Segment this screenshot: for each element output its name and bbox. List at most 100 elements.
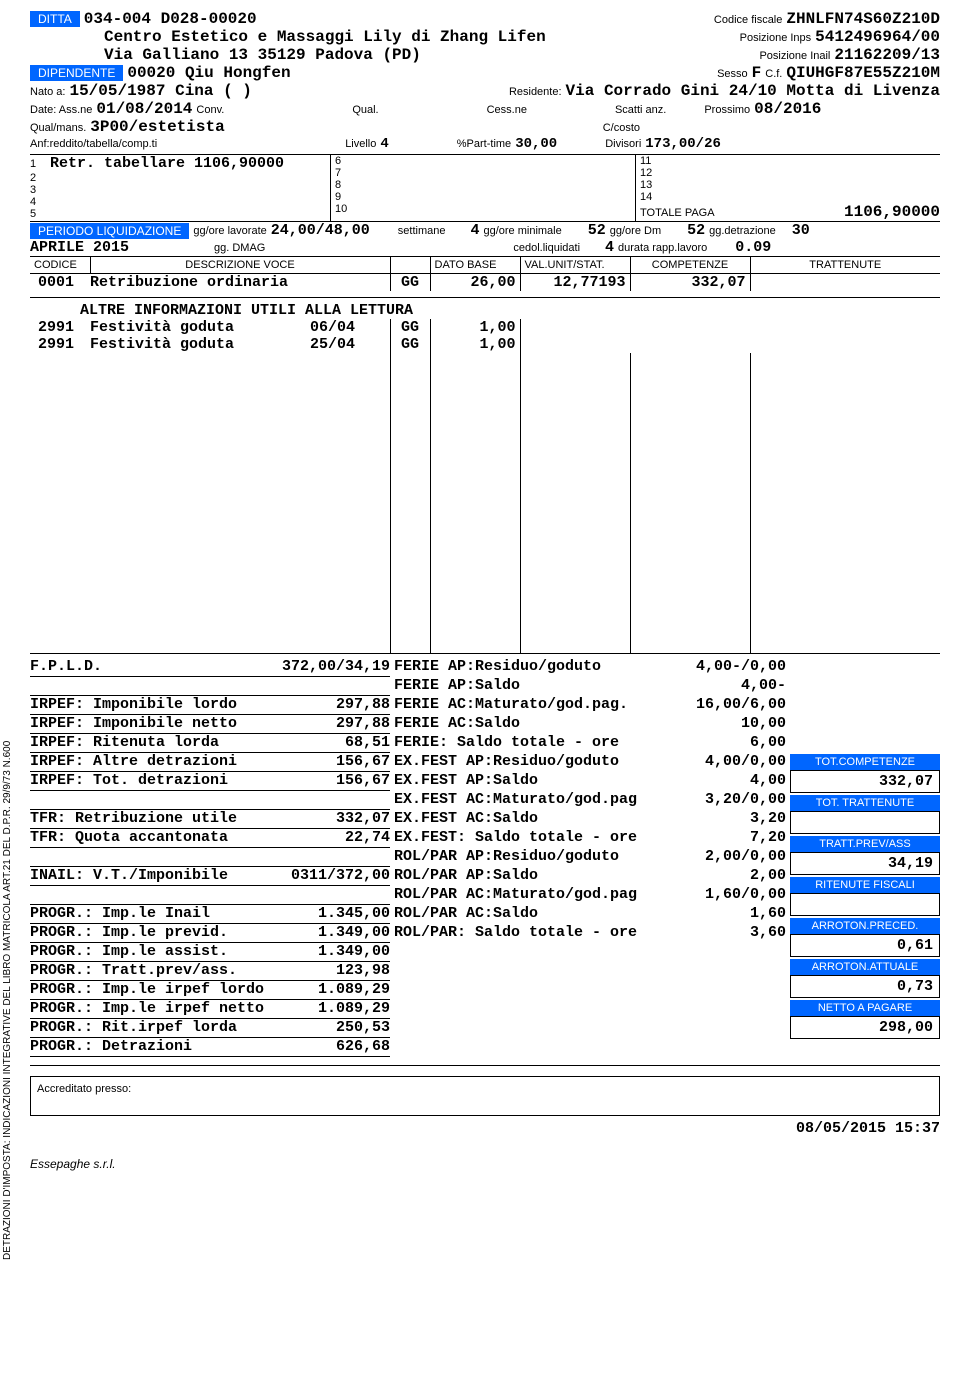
periodo-value: APRILE 2015 bbox=[30, 239, 210, 256]
total-value bbox=[790, 811, 940, 834]
cf-value: ZHNLFN74S60Z210D bbox=[786, 10, 940, 28]
scatti-label: Scatti anz. bbox=[615, 104, 666, 116]
parttime-value: 30,00 bbox=[515, 136, 557, 152]
timestamp: 08/05/2015 15:37 bbox=[30, 1120, 940, 1137]
totale-paga-label: TOTALE PAGA bbox=[640, 207, 715, 219]
mid-row: EX.FEST AC:Saldo3,20 bbox=[390, 810, 790, 829]
vertical-text: DETRAZIONI D'IMPOSTA: INDICAZIONI INTEGR… bbox=[2, 741, 13, 1260]
th-comp: COMPETENZE bbox=[630, 257, 750, 274]
date-ass-label: Date: Ass.ne bbox=[30, 104, 92, 116]
periodo2-row: APRILE 2015 gg. DMAG cedol.liquidati 4 d… bbox=[30, 239, 940, 257]
gg-detr-label: gg.detrazione bbox=[709, 225, 776, 237]
left-row: PROGR.: Imp.le assist.1.349,00 bbox=[30, 943, 390, 962]
left-row bbox=[30, 677, 390, 696]
mid-row: EX.FEST AP:Saldo4,00 bbox=[390, 772, 790, 791]
left-row: IRPEF: Imponibile netto297,88 bbox=[30, 715, 390, 734]
mid-row: FERIE AC:Saldo10,00 bbox=[390, 715, 790, 734]
nato-value: 15/05/1987 Cina ( ) bbox=[69, 82, 251, 100]
th-dato: DATO BASE bbox=[430, 257, 520, 274]
mid-row: ROL/PAR AC:Maturato/god.pag1,60/0,00 bbox=[390, 886, 790, 905]
left-row: PROGR.: Imp.le previd.1.349,00 bbox=[30, 924, 390, 943]
mid-row: ROL/PAR AC:Saldo1,60 bbox=[390, 905, 790, 924]
total-label: NETTO A PAGARE bbox=[790, 1000, 940, 1016]
mid-row: FERIE AC:Maturato/god.pag.16,00/6,00 bbox=[390, 696, 790, 715]
date-ass-value: 01/08/2014 bbox=[96, 100, 192, 118]
left-row: PROGR.: Detrazioni626,68 bbox=[30, 1038, 390, 1057]
cf2-label: C.f. bbox=[765, 68, 782, 80]
durata-value: 0.09 bbox=[711, 239, 771, 256]
periodo-badge: PERIODO LIQUIDAZIONE bbox=[30, 223, 189, 239]
retr-1: Retr. tabellare 1106,90000 bbox=[50, 155, 284, 172]
mid-row: EX.FEST: Saldo totale - ore7,20 bbox=[390, 829, 790, 848]
cess-label: Cess.ne bbox=[487, 104, 527, 116]
periodo-row: PERIODO LIQUIDAZIONE gg/ore lavorate 24,… bbox=[30, 222, 940, 239]
left-row: F.P.L.D.372,00/34,19 bbox=[30, 658, 390, 677]
mid-row: ROL/PAR AP:Saldo2,00 bbox=[390, 867, 790, 886]
mid-row: ROL/PAR AP:Residuo/goduto2,00/0,00 bbox=[390, 848, 790, 867]
mid-row: FERIE: Saldo totale - ore6,00 bbox=[390, 734, 790, 753]
th-codice: CODICE bbox=[30, 257, 90, 274]
mid-row: EX.FEST AP:Residuo/goduto4,00/0,00 bbox=[390, 753, 790, 772]
totals-col: TOT.COMPETENZE332,07TOT. TRATTENUTE TRAT… bbox=[790, 654, 940, 1057]
left-row: PROGR.: Rit.irpef lorda250,53 bbox=[30, 1019, 390, 1038]
sesso-value: F bbox=[752, 64, 762, 82]
sesso-label: Sesso bbox=[717, 68, 748, 80]
dip-value: 00020 Qiu Hongfen bbox=[127, 64, 290, 82]
durata-label: durata rapp.lavoro bbox=[618, 242, 707, 254]
total-label: TOT. TRATTENUTE bbox=[790, 795, 940, 811]
gg-lav-value: 24,00/48,00 bbox=[271, 222, 370, 239]
gg-lav-label: gg/ore lavorate bbox=[193, 225, 266, 237]
inail-value: 21162209/13 bbox=[834, 46, 940, 64]
left-row: INAIL: V.T./Imponibile0311/372,00 bbox=[30, 867, 390, 886]
cedol-label: cedol.liquidati bbox=[513, 242, 580, 254]
total-label: ARROTON.ATTUALE bbox=[790, 959, 940, 975]
retr-grid: 1Retr. tabellare 1106,90000 2 3 4 5 6789… bbox=[30, 155, 940, 222]
altre-info-title: ALTRE INFORMAZIONI UTILI ALLA LETTURA bbox=[30, 302, 940, 319]
footer: Essepaghe s.r.l. bbox=[30, 1157, 940, 1171]
total-value bbox=[790, 893, 940, 916]
total-value: 0,61 bbox=[790, 934, 940, 957]
total-value: 34,19 bbox=[790, 852, 940, 875]
left-row: PROGR.: Imp.le irpef netto1.089,29 bbox=[30, 1000, 390, 1019]
qualmans-row: Qual/mans. 3P00/estetista C/costo bbox=[30, 118, 940, 136]
left-row: TFR: Retribuzione utile332,07 bbox=[30, 810, 390, 829]
left-row bbox=[30, 886, 390, 905]
res-label: Residente: bbox=[509, 86, 562, 98]
sett-value: 4 bbox=[449, 222, 479, 239]
total-label: RITENUTE FISCALI bbox=[790, 877, 940, 893]
divisori-value: 173,00/26 bbox=[645, 136, 721, 152]
qualmans-label: Qual/mans. bbox=[30, 122, 86, 134]
dip-badge: DIPENDENTE bbox=[30, 65, 123, 81]
total-value: 332,07 bbox=[790, 770, 940, 793]
th-tratt: TRATTENUTE bbox=[750, 257, 940, 274]
total-label: TOT.COMPETENZE bbox=[790, 754, 940, 770]
left-row: IRPEF: Altre detrazioni156,67 bbox=[30, 753, 390, 772]
qualmans-value: 3P00/estetista bbox=[90, 118, 224, 136]
ditta-name: Centro Estetico e Massaggi Lily di Zhang… bbox=[104, 28, 546, 46]
voci-table: CODICE DESCRIZIONE VOCE DATO BASE VAL.UN… bbox=[30, 257, 940, 291]
accreditato-label: Accreditato presso: bbox=[37, 1083, 131, 1095]
left-col: F.P.L.D.372,00/34,19 IRPEF: Imponibile lo… bbox=[30, 654, 390, 1057]
left-row: IRPEF: Imponibile lordo297,88 bbox=[30, 696, 390, 715]
dates-row: Date: Ass.ne 01/08/2014 Conv. Qual. Cess… bbox=[30, 100, 940, 118]
left-row: PROGR.: Imp.le irpef lordo1.089,29 bbox=[30, 981, 390, 1000]
gg-dm-label: gg/ore Dm bbox=[610, 225, 661, 237]
gg-min-label: gg/ore minimale bbox=[483, 225, 561, 237]
parttime-label: %Part-time bbox=[457, 138, 511, 150]
mid-row: FERIE AP:Residuo/goduto4,00-/0,00 bbox=[390, 658, 790, 677]
inps-value: 5412496964/00 bbox=[815, 28, 940, 46]
dip-row: DIPENDENTE 00020 Qiu Hongfen Sesso F C.f… bbox=[30, 64, 940, 82]
prossimo-label: Prossimo bbox=[704, 104, 750, 116]
table-row: 2991Festività goduta06/04GG1,00 bbox=[30, 319, 940, 336]
th-val: VAL.UNIT/STAT. bbox=[520, 257, 630, 274]
addr-row: Via Galliano 13 35129 Padova (PD) Posizi… bbox=[30, 46, 940, 64]
qual-label: Qual. bbox=[352, 104, 378, 116]
res-value: Via Corrado Gini 24/10 Motta di Livenza bbox=[566, 82, 940, 100]
ditta-row: DITTA 034-004 D028-00020 Codice fiscale … bbox=[30, 10, 940, 28]
total-value: 298,00 bbox=[790, 1016, 940, 1039]
total-label: ARROTON.PRECED. bbox=[790, 918, 940, 934]
livello-value: 4 bbox=[380, 136, 388, 152]
fest-table: 2991Festività goduta06/04GG1,00 2991Fest… bbox=[30, 319, 940, 353]
cf2-value: QIUHGF87E55Z210M bbox=[786, 64, 940, 82]
th-descr: DESCRIZIONE VOCE bbox=[90, 257, 390, 274]
